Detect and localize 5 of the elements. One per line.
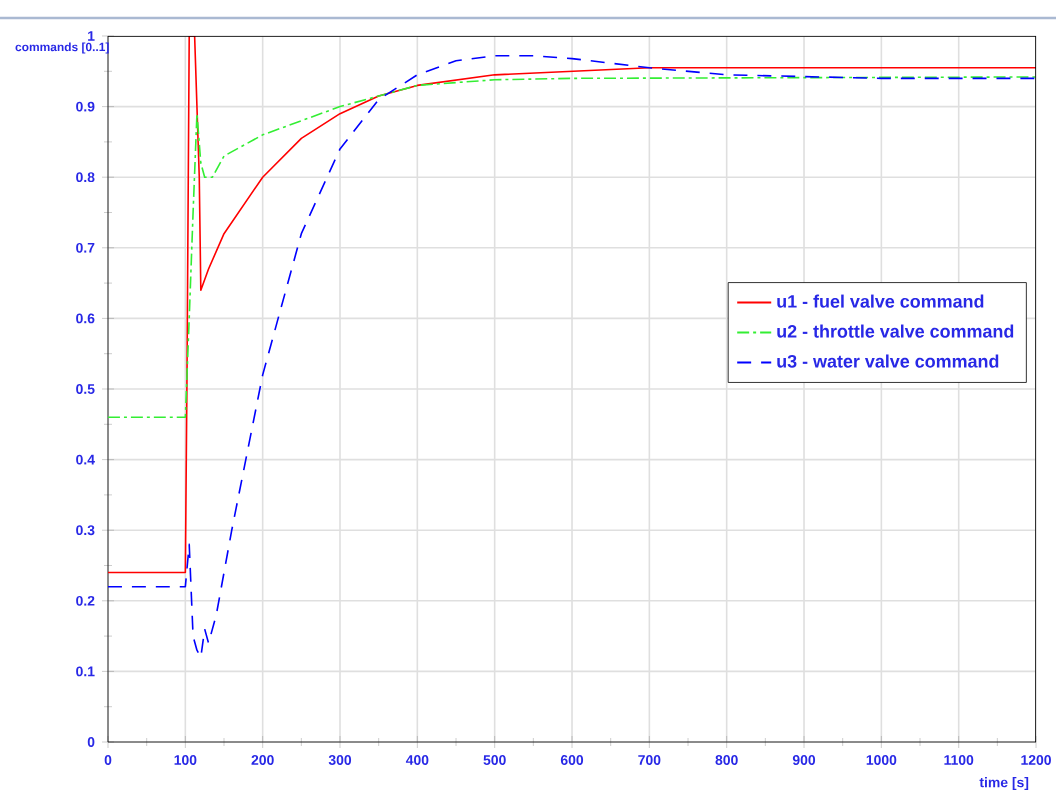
legend-label: u1 - fuel valve command: [777, 294, 984, 308]
line-series: [108, 54, 1037, 659]
line-series: [108, 76, 1037, 419]
legend-label: u3 - water valve command: [777, 354, 999, 368]
legend-label: u2 - throttle valve command: [777, 324, 1014, 338]
